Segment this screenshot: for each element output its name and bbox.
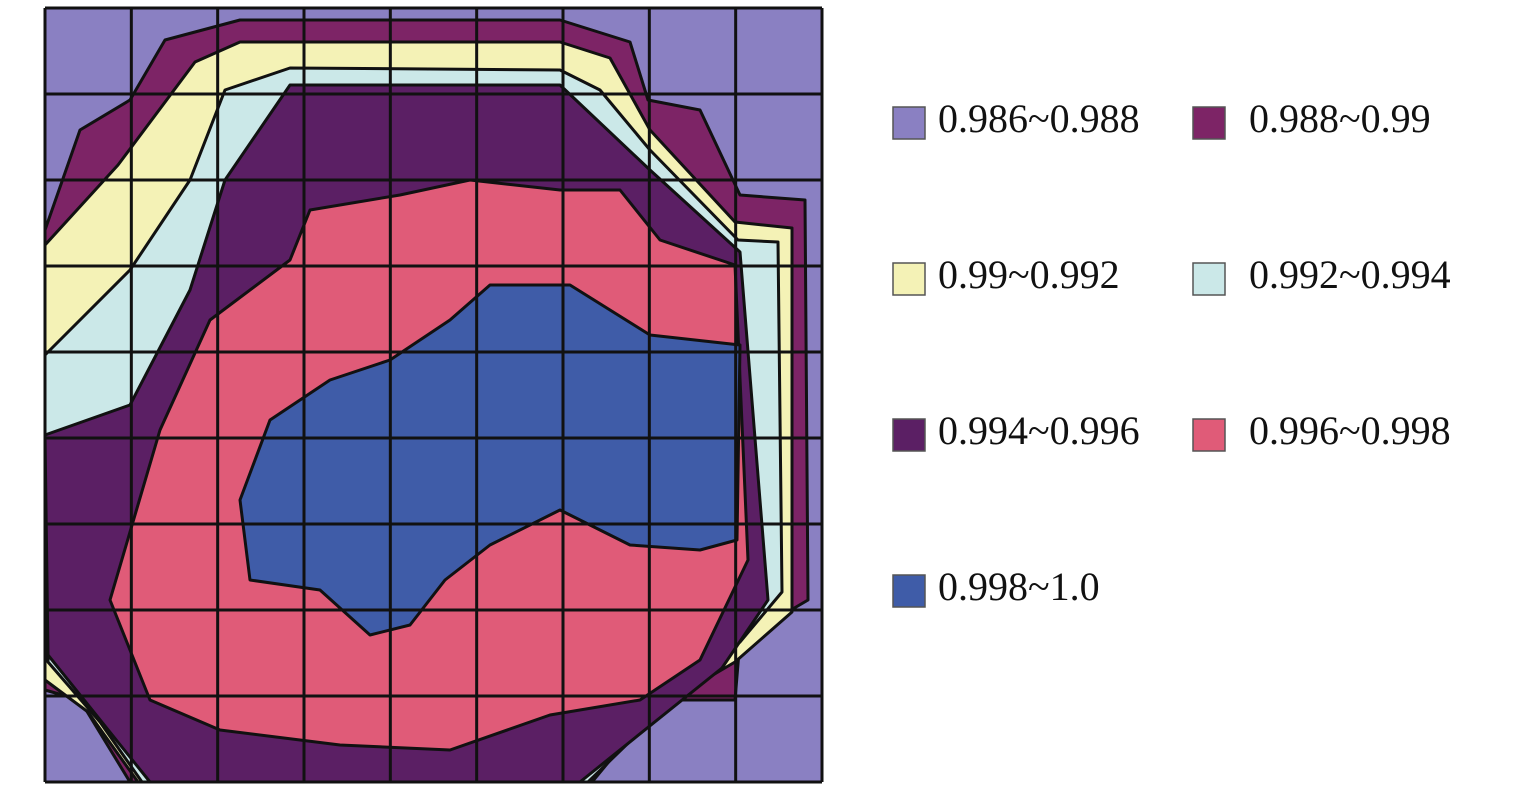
legend-label: 0.986~0.988	[938, 96, 1140, 141]
legend-swatch	[1192, 106, 1226, 140]
contour-map	[43, 6, 824, 784]
legend-swatch	[892, 574, 926, 608]
legend-label: 0.996~0.998	[1249, 408, 1451, 453]
legend-swatch	[892, 262, 926, 296]
legend-swatch	[892, 106, 926, 140]
legend-label: 0.992~0.994	[1249, 252, 1451, 297]
legend-label: 0.998~1.0	[938, 564, 1100, 609]
legend-label: 0.988~0.99	[1249, 96, 1431, 141]
legend: 0.986~0.988 0.988~0.99 0.99~0.992 0.992~0.9…	[892, 96, 1451, 609]
legend-swatch	[1192, 262, 1226, 296]
legend-label: 0.99~0.992	[938, 252, 1120, 297]
legend-swatch	[1192, 418, 1226, 452]
legend-swatch	[892, 418, 926, 452]
legend-label: 0.994~0.996	[938, 408, 1140, 453]
